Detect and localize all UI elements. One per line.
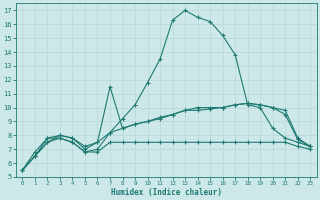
X-axis label: Humidex (Indice chaleur): Humidex (Indice chaleur) [111,188,222,197]
